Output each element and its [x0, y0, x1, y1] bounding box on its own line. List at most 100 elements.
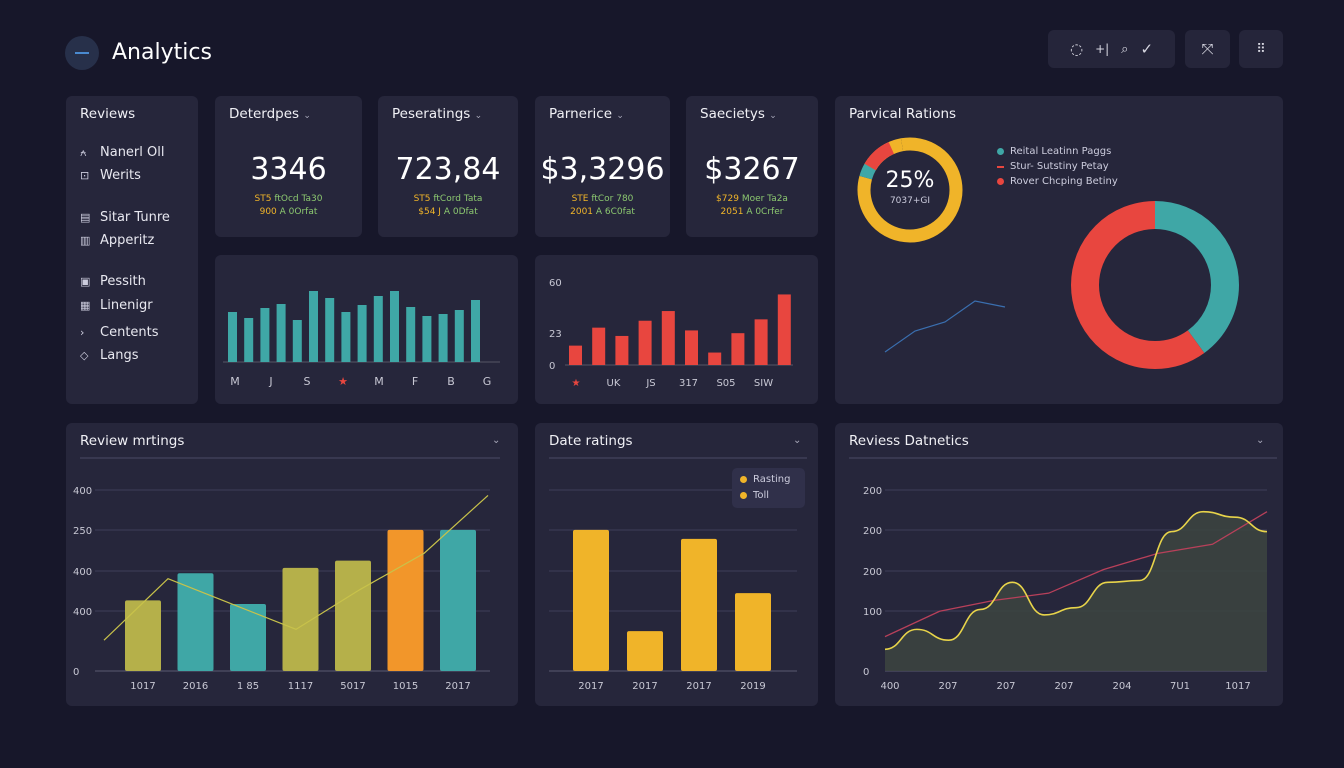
kpi-sub-text: A 0Dfat	[443, 207, 478, 217]
kpi-sub-figure: 2051	[720, 207, 744, 217]
x-tick-label: 204	[1112, 681, 1131, 692]
x-tick-label: 7U1	[1170, 681, 1190, 692]
kpi-sub-line: 2001 A 6C0fat	[535, 207, 670, 217]
teal-bar-chart: M J S ★ M F B G	[215, 255, 518, 404]
chevron-down-icon[interactable]: ⌄	[1256, 435, 1265, 446]
kpi-title[interactable]: Peseratings ⌄	[392, 106, 482, 122]
y-tick-label: 60	[549, 278, 562, 289]
x-tick-label: 1015	[393, 681, 418, 692]
bar	[592, 327, 606, 365]
trend-line	[103, 494, 489, 641]
bar	[228, 312, 237, 362]
red-bar-chart: 0 23 60 ★ UK JS 317 S05 SIW	[535, 255, 818, 404]
bar	[471, 300, 480, 362]
x-tick-label: 317	[679, 378, 698, 389]
sidebar-item[interactable]: ▣ Pessith	[80, 274, 146, 289]
x-tick-label: 207	[938, 681, 957, 692]
bar	[708, 352, 722, 365]
grid-button[interactable]: ⠿	[1239, 30, 1283, 68]
bar	[731, 333, 745, 365]
bar	[390, 291, 399, 362]
bar	[735, 593, 771, 671]
crossed-icon: ⤧	[1201, 40, 1214, 58]
reviews-datnetics-chart: Reviess Datnetics ⌄ 0 100 200 200 200 400 207 2…	[835, 423, 1283, 706]
bar	[638, 320, 652, 365]
legend-dot-icon	[997, 178, 1004, 185]
kpi-title[interactable]: Parnerice ⌄	[549, 106, 624, 122]
timer-icon[interactable]: ◌	[1069, 40, 1084, 58]
kpi-title[interactable]: Saecietys ⌄	[700, 106, 777, 122]
sidebar-item[interactable]: ⍲ Nanerl Oll	[80, 145, 164, 160]
kpi-sub-line: $729 Moer Ta2a	[686, 194, 818, 204]
bar	[357, 305, 367, 362]
sidebar-item[interactable]: ◇ Langs	[80, 348, 138, 363]
sidebar-item-label: Linenigr	[100, 298, 153, 313]
bar	[440, 529, 476, 671]
sidebar-item[interactable]: ▤ Sitar Tunre	[80, 210, 170, 225]
y-tick-label: 200	[863, 486, 882, 497]
chevron-down-icon: ⌄	[616, 111, 624, 121]
chevron-down-icon[interactable]: ⌄	[492, 435, 501, 446]
bar	[177, 573, 214, 671]
bar	[754, 319, 768, 365]
chevron-down-icon: ⌄	[303, 111, 311, 121]
kpi-sub-line: 2051 A 0Crfer	[686, 207, 818, 217]
kpi-value: 3346	[250, 152, 327, 187]
x-tick-label: 1017	[130, 681, 155, 692]
legend-label: Rover Chcping Betiny	[1010, 176, 1118, 187]
kpi-sub-figure: ST5	[254, 194, 272, 204]
bar	[615, 335, 629, 365]
kpi-card: Parnerice ⌄ $3,3296 STE ftCor 780 2001 A…	[535, 96, 670, 237]
sidebar-item[interactable]: › Centents	[80, 325, 159, 340]
y-tick-label: 400	[73, 567, 92, 578]
sidebar-item-label: Langs	[100, 348, 139, 363]
sidebar-item-label: Pessith	[100, 274, 146, 289]
kpi-sub-figure: 2001	[570, 207, 594, 217]
sidebar-item[interactable]: ▦ Linenigr	[80, 298, 153, 313]
series-line	[884, 511, 1268, 638]
x-tick-label: M	[374, 375, 384, 388]
check-icon[interactable]: ✓	[1140, 40, 1154, 58]
kpi-sub-figure: STE	[571, 194, 589, 204]
x-tick-label: ★	[572, 378, 581, 389]
x-tick-label: S05	[716, 378, 735, 389]
crossed-button[interactable]: ⤧	[1185, 30, 1230, 68]
legend-item: Stur- Sutstiny Petay	[997, 161, 1109, 172]
kpi-title-label: Peseratings	[392, 106, 471, 122]
sidebar-item-label: Centents	[100, 325, 159, 340]
chevron-down-icon: ⌄	[769, 111, 777, 121]
sidebar: Reviews ⍲ Nanerl Oll ⊡ Werits ▤ Sitar Tunre ▥ A…	[66, 96, 198, 404]
x-tick-label: 5017	[340, 681, 365, 692]
y-tick-label: 0	[863, 667, 869, 678]
sidebar-item[interactable]: ⊡ Werits	[80, 168, 141, 183]
bar	[244, 318, 254, 362]
x-tick-label: S	[304, 375, 311, 388]
x-tick-label: 2016	[183, 681, 208, 692]
legend-label: Rasting	[753, 474, 791, 485]
x-tick-label: 2017	[578, 681, 603, 692]
area-fill	[885, 511, 1267, 671]
x-tick-label: B	[447, 375, 455, 388]
legend-item: Toll	[740, 490, 769, 501]
chart-title: Reviess Datnetics	[849, 433, 969, 449]
x-tick-label: 2017	[686, 681, 711, 692]
plus-icon[interactable]: +|	[1095, 42, 1110, 56]
note-icon: ▣	[80, 275, 91, 288]
tag-icon: ◇	[80, 349, 89, 362]
donut-center-value: 25%	[885, 168, 935, 193]
person-icon: ⍲	[80, 145, 87, 159]
kpi-sub-text: ftOcd Ta30	[274, 194, 323, 204]
search-icon[interactable]: ⌕	[1121, 41, 1129, 57]
kpi-card: Deterdpes ⌄ 3346 ST5 ftOcd Ta30 900 A 0O…	[215, 96, 362, 237]
kpi-card: Saecietys ⌄ $3267 $729 Moer Ta2a 2051 A …	[686, 96, 818, 237]
series-line	[884, 510, 1268, 651]
bar	[573, 529, 609, 671]
legend-item: Reital Leatinn Paggs	[997, 146, 1111, 157]
legend-dot-icon	[997, 148, 1004, 155]
chevron-down-icon[interactable]: ⌄	[793, 435, 802, 446]
small-ring-segment	[857, 137, 963, 243]
x-tick-label: 207	[996, 681, 1015, 692]
kpi-title[interactable]: Deterdpes ⌄	[229, 106, 311, 122]
sidebar-item-label: Apperitz	[100, 233, 155, 248]
sidebar-item[interactable]: ▥ Apperitz	[80, 233, 154, 248]
